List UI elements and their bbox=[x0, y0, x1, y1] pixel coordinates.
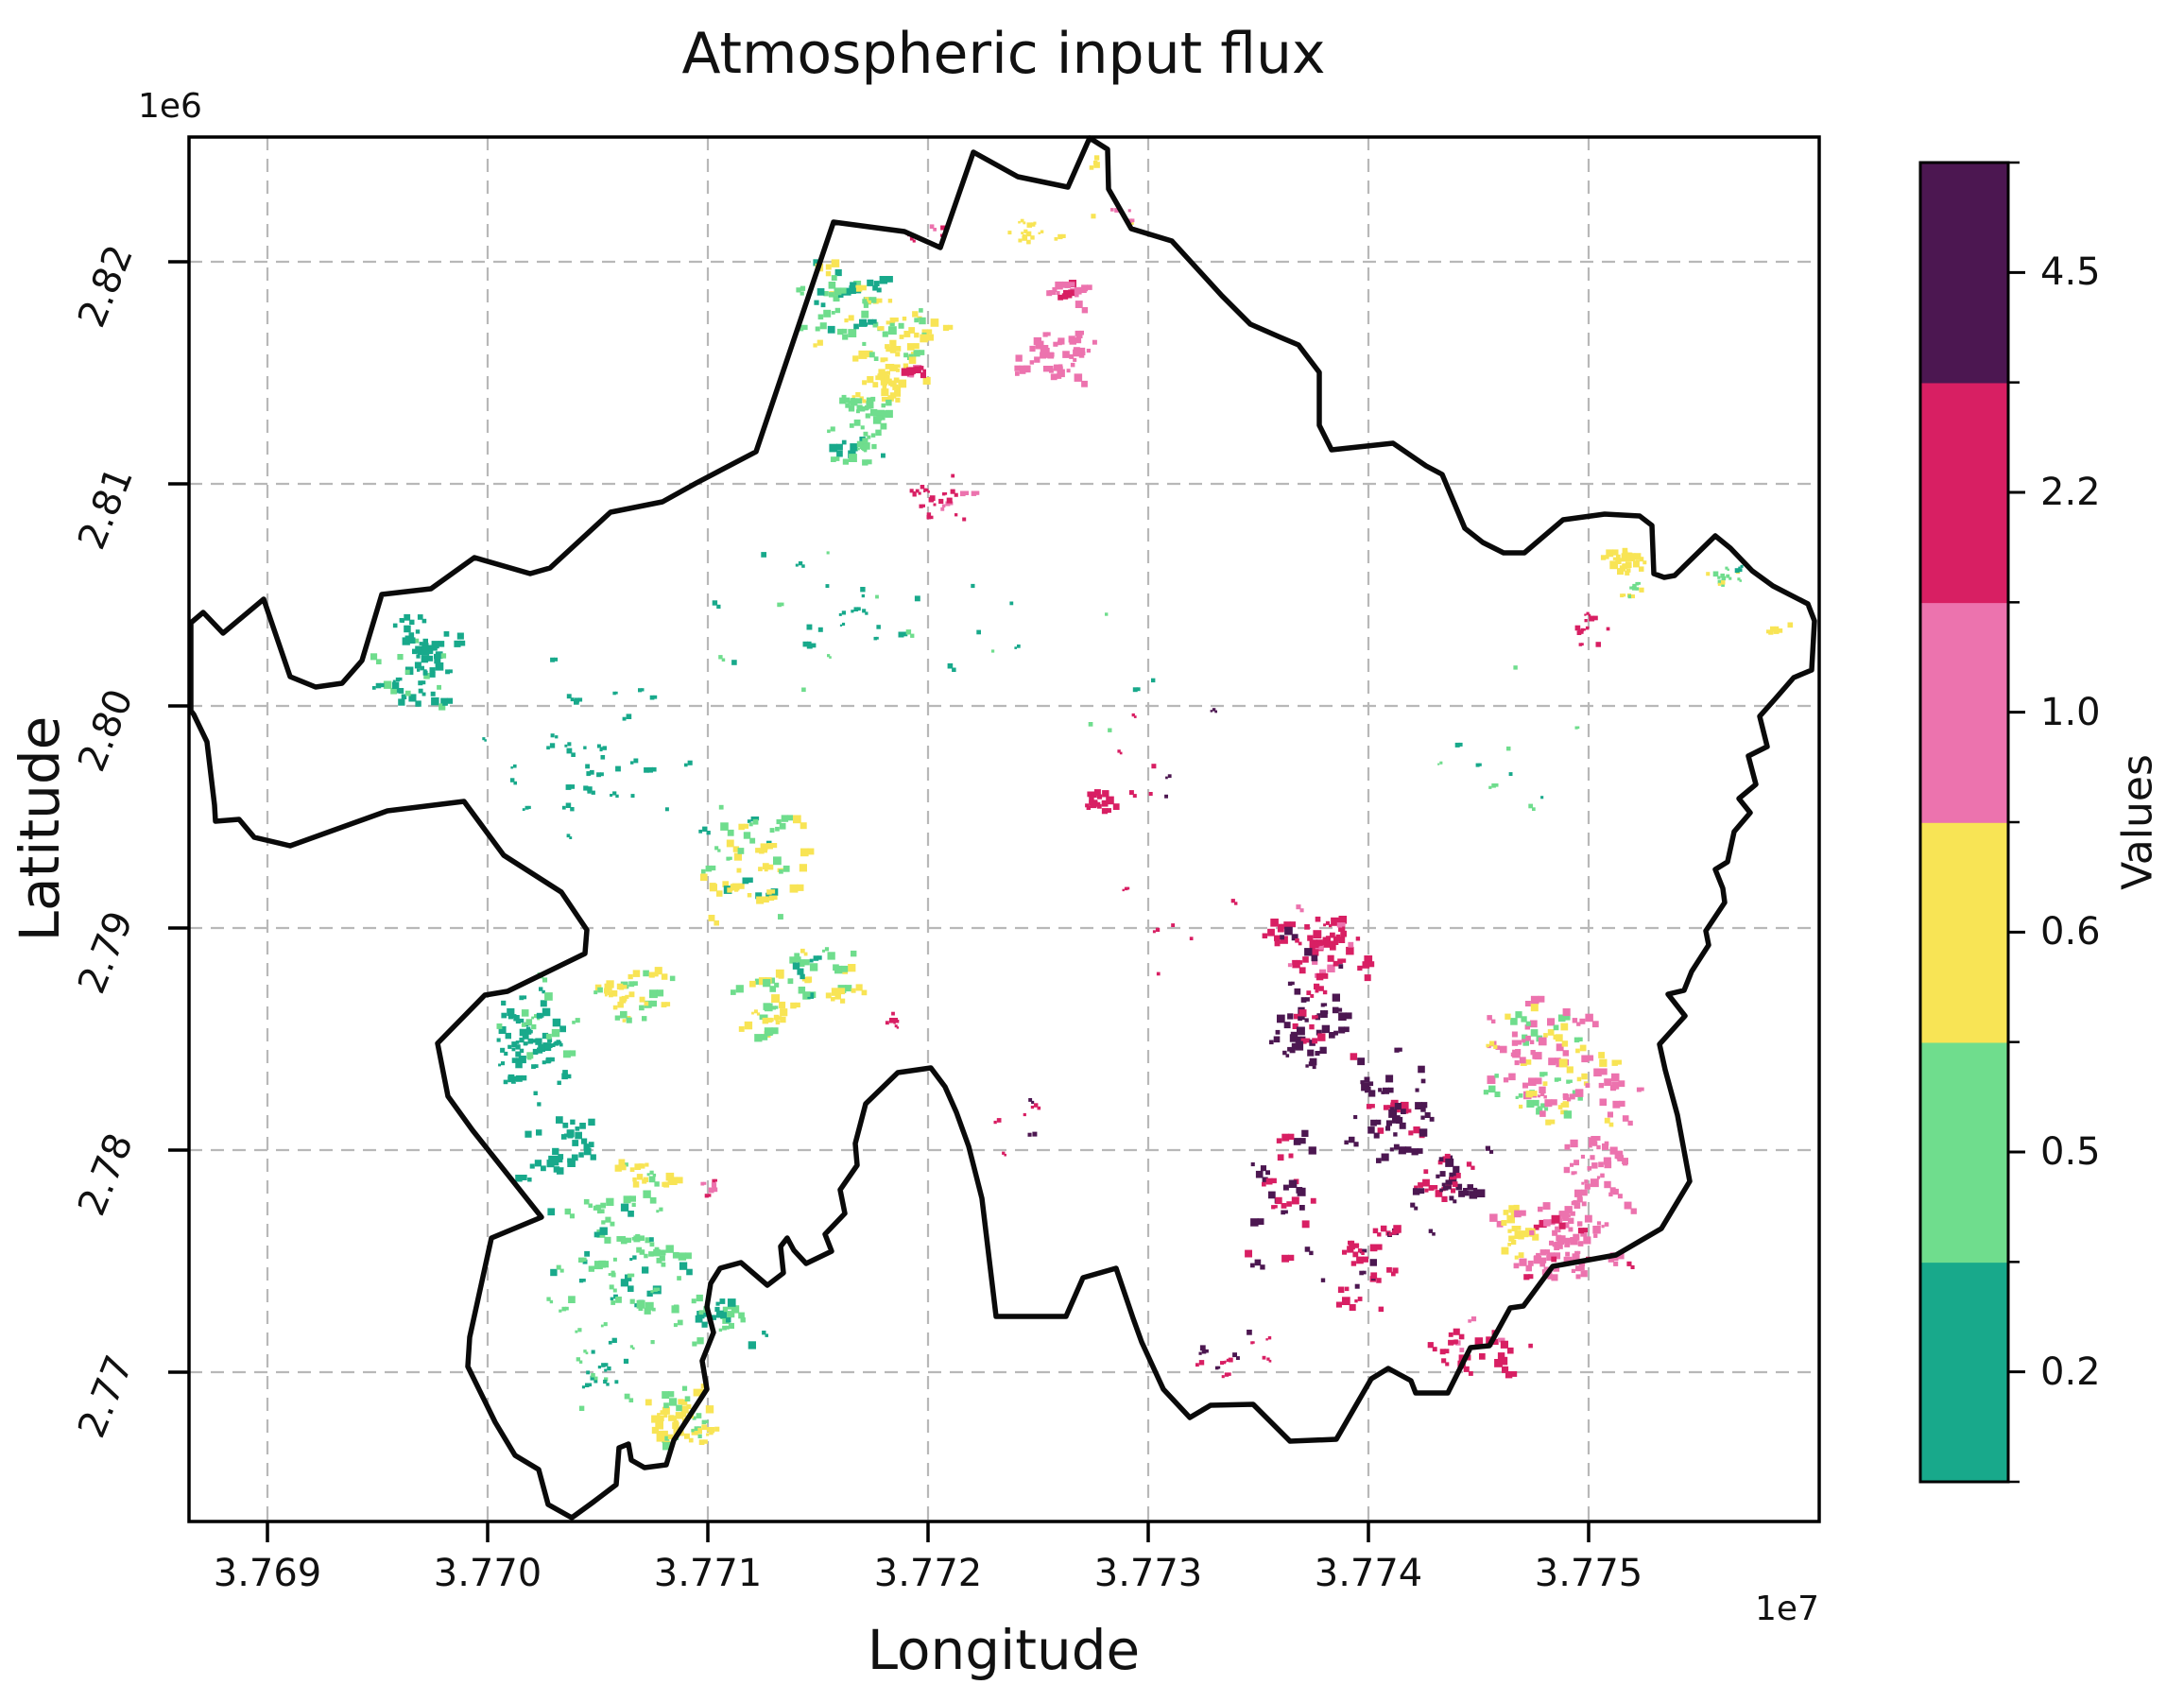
colorbar-tick-label: 1.0 bbox=[2040, 690, 2101, 734]
colorbar-tick-label: 4.5 bbox=[2040, 250, 2101, 295]
colorbar bbox=[1918, 161, 2025, 1484]
plot-title: Atmospheric input flux bbox=[681, 21, 1326, 87]
x-tick-label: 3.772 bbox=[873, 1552, 983, 1595]
x-tick-label: 3.770 bbox=[433, 1552, 542, 1595]
x-tick-label: 3.771 bbox=[653, 1552, 763, 1595]
y-axis-label: Latitude bbox=[8, 715, 72, 942]
raster-data-points bbox=[370, 155, 1794, 1451]
x-tick-label: 3.774 bbox=[1314, 1552, 1423, 1595]
x-tick-label: 3.769 bbox=[213, 1552, 322, 1595]
colorbar-tick-label: 0.6 bbox=[2040, 910, 2101, 954]
x-axis-label: Longitude bbox=[867, 1618, 1141, 1682]
colorbar-tick-label: 0.2 bbox=[2040, 1350, 2101, 1394]
x-axis-offset-label: 1e7 bbox=[1755, 1590, 1819, 1628]
colorbar-tick-label: 0.5 bbox=[2040, 1130, 2101, 1174]
axis-tick-marks bbox=[168, 260, 1591, 1542]
colorbar-label: Values bbox=[2113, 754, 2162, 890]
region-boundary-outline bbox=[188, 135, 1817, 1521]
x-tick-label: 3.773 bbox=[1093, 1552, 1203, 1595]
colorbar-tick-label: 2.2 bbox=[2040, 471, 2101, 514]
y-axis-offset-label: 1e6 bbox=[138, 87, 202, 126]
x-tick-label: 3.775 bbox=[1534, 1552, 1643, 1595]
plot-frame bbox=[187, 135, 1821, 1523]
